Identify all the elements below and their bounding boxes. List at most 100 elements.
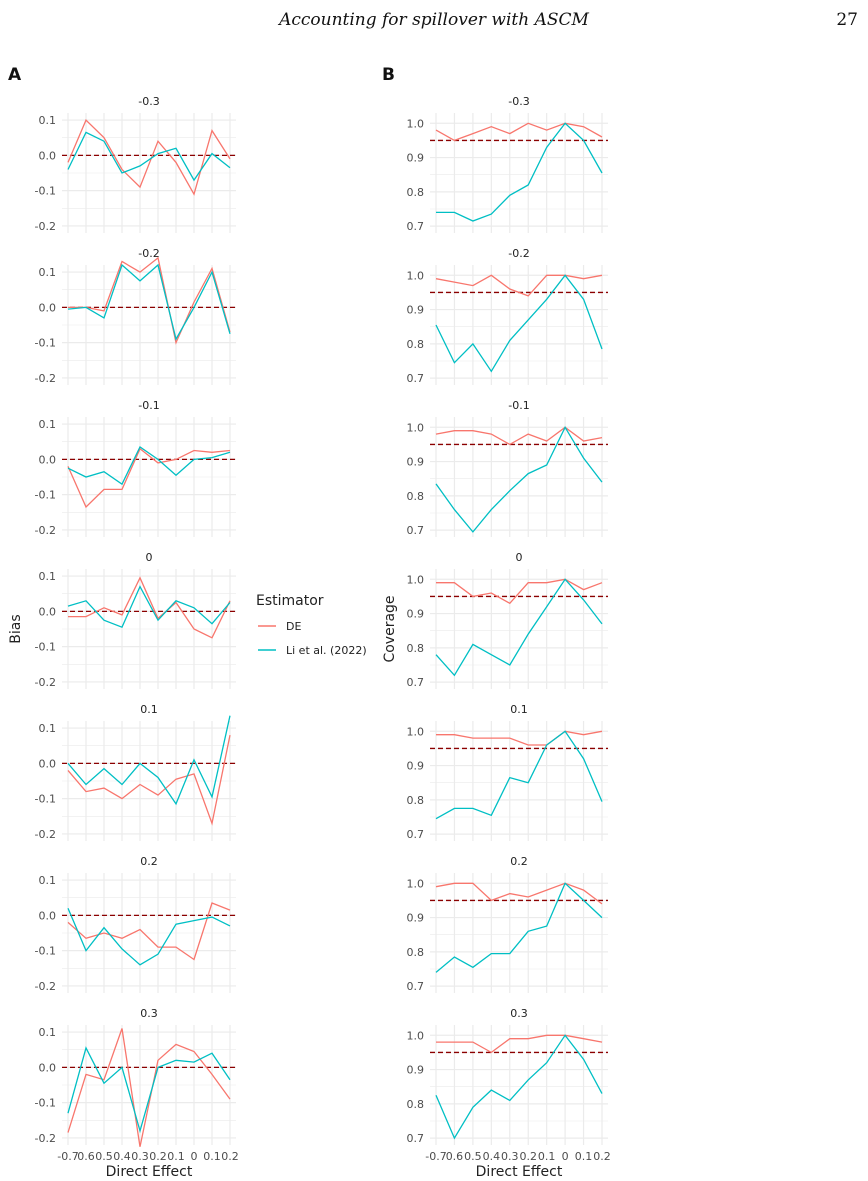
facet-label: 0: [516, 551, 523, 564]
y-tick-label: 0.9: [407, 152, 425, 165]
facet-label: -0.2: [138, 247, 159, 260]
y-tick-label: 0.1: [39, 266, 57, 279]
series-line-li: [67, 585, 231, 629]
x-tick-label: 0.2: [149, 1150, 167, 1163]
y-tick-label: 0.9: [407, 304, 425, 317]
facet: -0.1 0.1 0.0 -0.1 -0.2: [35, 399, 236, 537]
page-number: 27: [836, 10, 858, 30]
y-tick-label: 0.7: [407, 372, 425, 385]
panel-a: A-0.30.10.0-0.1-0.2-0.20.10.0-0.1-0.2-0.…: [8, 65, 239, 1180]
facet: -0.3 0.1 0.0 -0.1 -0.2: [35, 95, 236, 233]
panel-b: B -0.3 1.0 0.9 0.8 0.7 -0.2 1.0 0.9 0.8 0.7 -0.1 1.0…: [382, 65, 611, 1180]
series-line-de: [67, 1028, 231, 1147]
y-tick-label: -0.2: [35, 828, 56, 841]
legend-title: Estimator: [256, 593, 324, 609]
y-tick-label: 0.0: [39, 909, 57, 922]
y-tick-label: -0.1: [35, 489, 56, 502]
series-line-de: [68, 256, 231, 345]
y-tick-label: 1.0: [407, 269, 425, 282]
y-tick-label: -0.1: [35, 641, 56, 654]
facet: -0.2 0.1 0.0 -0.1 -0.2: [35, 247, 236, 385]
x-axis-title: Direct Effect: [106, 1164, 193, 1180]
series-line-de: [435, 274, 603, 297]
y-tick-label: 0.8: [407, 338, 425, 351]
y-tick-label: -0.2: [35, 220, 56, 233]
y-tick-label: 0.0: [39, 757, 57, 770]
x-tick-label: 0.4: [483, 1150, 501, 1163]
x-tick-label: 0.6: [77, 1150, 95, 1163]
facet-label: 0.2: [140, 855, 158, 868]
series-line-li: [67, 263, 231, 341]
x-tick-label: 0.5: [95, 1150, 113, 1163]
x-tick-label: 0: [562, 1150, 569, 1163]
facet-label: -0.1: [508, 399, 529, 412]
y-tick-label: 0.8: [407, 794, 425, 807]
y-tick-label: -0.1: [35, 185, 56, 198]
legend: Estimator DE Li et al. (2022): [256, 593, 367, 657]
y-tick-label: 0.9: [407, 608, 425, 621]
series-line-de: [68, 576, 231, 639]
series-line-li: [435, 425, 603, 533]
y-tick-label: 0.1: [39, 114, 57, 127]
y-tick-label: -0.2: [35, 372, 56, 385]
legend-label: DE: [286, 620, 301, 633]
y-tick-label: 0.7: [407, 980, 425, 993]
y-tick-label: 0.8: [407, 186, 425, 199]
facet: 0 0.1 0.0 -0.1 -0.2: [35, 551, 236, 689]
y-axis-title: Coverage: [382, 595, 398, 662]
y-tick-label: 0.8: [407, 490, 425, 503]
facet-label: 0.1: [140, 703, 158, 716]
facet: 0.31.00.90.80.7-0.70.6 0.5 0.4 0.3 0.2 0.1 0 0.…: [407, 1007, 611, 1163]
y-tick-label: 1.0: [407, 117, 425, 130]
x-tick-label: 0.1: [575, 1150, 593, 1163]
y-tick-label: -0.1: [35, 945, 56, 958]
y-tick-label: -0.2: [35, 676, 56, 689]
facet: 0 1.0 0.9 0.8 0.7: [407, 551, 608, 689]
x-tick-label: 0.4: [113, 1150, 131, 1163]
panel-letter: A: [8, 65, 22, 85]
x-tick-label: 0.1: [538, 1150, 556, 1163]
x-tick-label: 0.3: [131, 1150, 149, 1163]
y-tick-label: 0.1: [39, 722, 57, 735]
facet: 0.30.10.0-0.1-0.2-0.70.6 0.5 0.4 0.3 0.2 0.1 0…: [35, 1007, 239, 1163]
series-line-de: [67, 118, 231, 196]
x-tick-label: 0.2: [519, 1150, 537, 1163]
y-tick-label: 0.9: [407, 912, 425, 925]
y-tick-label: -0.1: [35, 793, 56, 806]
y-tick-label: 0.7: [407, 220, 425, 233]
y-axis-title: Bias: [8, 614, 24, 643]
y-tick-label: -0.2: [35, 524, 56, 537]
x-tick-label: -0.7: [57, 1150, 78, 1163]
series-line-li: [67, 715, 231, 806]
x-tick-label: -0.7: [425, 1150, 446, 1163]
y-tick-label: 0.8: [407, 642, 425, 655]
y-tick-label: 0.8: [407, 1098, 425, 1111]
y-tick-label: 0.1: [39, 570, 57, 583]
y-tick-label: -0.1: [35, 337, 56, 350]
facet-label: 0: [146, 551, 153, 564]
series-line-li: [435, 882, 603, 973]
y-tick-label: 0.9: [407, 1064, 425, 1077]
y-tick-label: 1.0: [407, 1029, 425, 1042]
x-tick-label: 0.1: [203, 1150, 221, 1163]
facet-label: 0.3: [140, 1007, 158, 1020]
series-line-li: [435, 274, 603, 373]
facet-label: -0.1: [138, 399, 159, 412]
y-tick-label: 0.8: [407, 946, 425, 959]
series-line-li: [67, 1046, 231, 1134]
y-tick-label: -0.2: [35, 980, 56, 993]
series-line-de: [435, 882, 603, 905]
facet: 0.1 1.0 0.9 0.8 0.7: [407, 703, 608, 841]
series-line-de: [436, 730, 603, 746]
x-tick-label: 0.3: [501, 1150, 519, 1163]
facet: -0.3 1.0 0.9 0.8 0.7: [407, 95, 608, 233]
facet: 0.2 1.0 0.9 0.8 0.7: [407, 855, 608, 993]
facet: 0.2 0.1 0.0 -0.1 -0.2: [35, 855, 236, 993]
series-line-li: [435, 578, 603, 677]
facet: 0.1 0.1 0.0 -0.1 -0.2: [35, 703, 236, 841]
series-line-li: [67, 908, 231, 966]
y-tick-label: 1.0: [407, 725, 425, 738]
panel-letter: B: [382, 65, 395, 85]
y-tick-label: 0.1: [39, 1026, 57, 1039]
series-line-de: [436, 1034, 603, 1054]
